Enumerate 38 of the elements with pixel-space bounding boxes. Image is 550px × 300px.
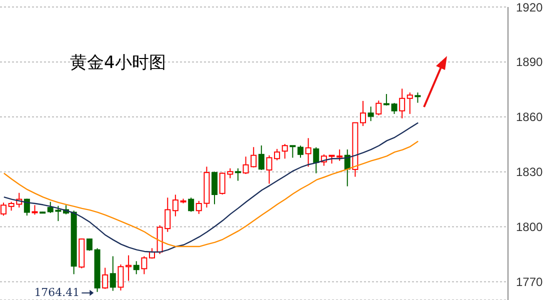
- candlestick: [313, 146, 320, 174]
- candlestick: [24, 198, 30, 216]
- candlestick: [212, 171, 218, 205]
- candlestick: [282, 143, 288, 160]
- candlestick: [110, 256, 116, 292]
- candlestick: [172, 194, 178, 217]
- candlestick: [399, 88, 406, 119]
- candlestick: [266, 154, 272, 184]
- candlestick: [336, 148, 343, 162]
- candlestick: [258, 144, 264, 170]
- candlestick: [376, 100, 382, 116]
- candlestick: [383, 93, 390, 106]
- candlestick: [360, 100, 366, 127]
- candlestick: [133, 260, 140, 275]
- candlestick: [305, 138, 312, 168]
- y-tick-label: 1830: [516, 165, 544, 180]
- y-tick-label: 1770: [516, 274, 544, 289]
- candlestick: [141, 256, 148, 275]
- candlestick: [290, 144, 296, 158]
- annotation: 1764.41: [34, 286, 80, 299]
- candlestick: [102, 267, 108, 290]
- candlestick: [274, 148, 280, 161]
- candlestick: [406, 92, 413, 114]
- y-tick-label: 1890: [516, 55, 544, 70]
- candlestick: [126, 254, 132, 282]
- candlestick: [118, 264, 124, 291]
- candlestick: [414, 92, 421, 104]
- candlestick: [297, 145, 304, 158]
- candlestick: [391, 102, 398, 114]
- y-tick-label: 1860: [516, 110, 544, 124]
- candlestick: [368, 106, 374, 122]
- y-tick-label: 1800: [516, 220, 544, 234]
- candlestick: [32, 204, 38, 216]
- line-series: [3, 140, 419, 248]
- text: 黄金4小时图: [70, 53, 166, 73]
- candlestick: [188, 197, 194, 212]
- candlestick: [234, 168, 241, 182]
- y-tick-label: 1920: [516, 0, 544, 14]
